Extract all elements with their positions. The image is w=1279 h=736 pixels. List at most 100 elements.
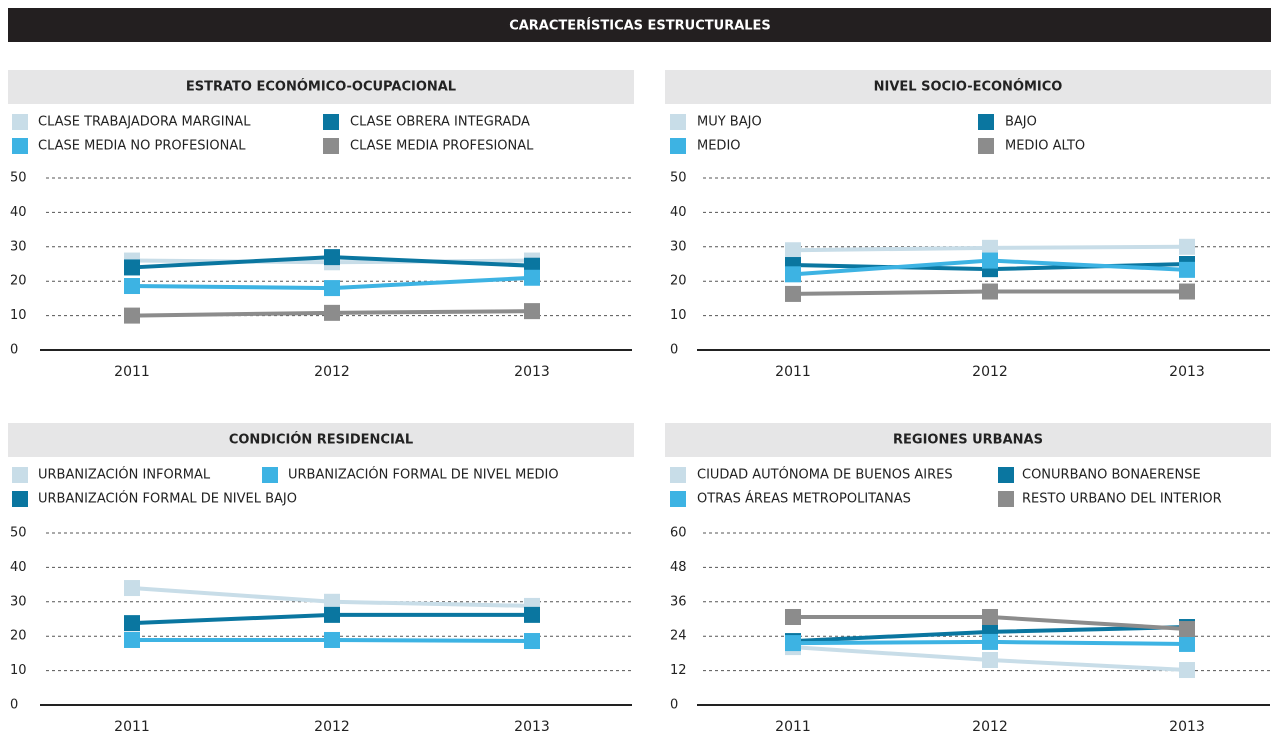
point-marker	[982, 283, 998, 300]
x-tick-label: 2013	[1169, 364, 1205, 380]
y-tick-label: 0	[670, 698, 678, 713]
y-tick-label: 48	[670, 560, 687, 575]
legend-label: MEDIO	[697, 139, 741, 154]
y-tick-label: 0	[670, 343, 678, 358]
y-tick-label: 0	[10, 698, 18, 713]
y-tick-label: 50	[10, 526, 27, 541]
legend-label: CLASE MEDIA PROFESIONAL	[350, 139, 534, 154]
y-tick-label: 10	[10, 663, 27, 678]
point-marker	[124, 580, 140, 597]
legend-label: URBANIZACIÓN FORMAL DE NIVEL BAJO	[38, 491, 297, 507]
x-tick-label: 2012	[314, 719, 350, 735]
y-tick-label: 40	[10, 205, 27, 220]
y-tick-label: 36	[670, 594, 687, 609]
y-tick-label: 20	[10, 274, 27, 289]
x-tick-label: 2013	[514, 364, 550, 380]
panel-header	[8, 70, 634, 104]
legend-swatch	[998, 491, 1014, 507]
panel-header	[8, 423, 634, 457]
y-tick-label: 20	[10, 629, 27, 644]
legend-label: CIUDAD AUTÓNOMA DE BUENOS AIRES	[697, 467, 953, 483]
point-marker	[1179, 662, 1195, 679]
y-tick-label: 10	[10, 308, 27, 323]
point-marker	[524, 303, 540, 320]
point-marker	[124, 307, 140, 324]
panel-title: CONDICIÓN RESIDENCIAL	[229, 432, 413, 448]
x-tick-label: 2012	[314, 364, 350, 380]
point-marker	[124, 259, 140, 276]
y-tick-label: 12	[670, 663, 687, 678]
legend-label: CLASE OBRERA INTEGRADA	[350, 115, 530, 130]
point-marker	[785, 242, 801, 259]
point-marker	[1179, 238, 1195, 255]
x-tick-label: 2011	[114, 364, 150, 380]
legend-swatch	[670, 491, 686, 507]
legend-label: CONURBANO BONAERENSE	[1022, 468, 1201, 483]
legend-label: BAJO	[1005, 115, 1037, 130]
legend-label: RESTO URBANO DEL INTERIOR	[1022, 492, 1222, 507]
y-tick-label: 40	[670, 205, 687, 220]
point-marker	[324, 304, 340, 321]
panel-title: REGIONES URBANAS	[893, 433, 1043, 448]
y-tick-label: 20	[670, 274, 687, 289]
y-tick-label: 50	[10, 171, 27, 186]
panel-title: NIVEL SOCIO-ECONÓMICO	[874, 79, 1063, 95]
point-marker	[1179, 261, 1195, 278]
legend-label: CLASE MEDIA NO PROFESIONAL	[38, 139, 246, 154]
point-marker	[785, 266, 801, 283]
y-tick-label: 50	[670, 171, 687, 186]
legend-swatch	[978, 138, 994, 154]
figure-title: CARACTERÍSTICAS ESTRUCTURALES	[509, 18, 771, 34]
legend-swatch	[998, 467, 1014, 483]
point-marker	[785, 635, 801, 652]
point-marker	[324, 280, 340, 297]
point-marker	[982, 608, 998, 625]
point-marker	[324, 593, 340, 610]
point-marker	[524, 633, 540, 650]
y-tick-label: 30	[670, 239, 687, 254]
x-tick-label: 2011	[114, 719, 150, 735]
y-tick-label: 40	[10, 560, 27, 575]
point-marker	[982, 633, 998, 650]
legend-label: MUY BAJO	[697, 115, 762, 130]
point-marker	[785, 608, 801, 625]
panel-header	[665, 70, 1271, 104]
legend-swatch	[323, 138, 339, 154]
panel-header	[665, 423, 1271, 457]
legend-swatch	[670, 467, 686, 483]
y-tick-label: 30	[10, 239, 27, 254]
point-marker	[1179, 283, 1195, 300]
legend-swatch	[670, 138, 686, 154]
legend-label: CLASE TRABAJADORA MARGINAL	[38, 115, 251, 130]
point-marker	[124, 615, 140, 632]
point-marker	[324, 631, 340, 648]
y-tick-label: 0	[10, 343, 18, 358]
point-marker	[1179, 635, 1195, 652]
point-marker	[982, 651, 998, 668]
legend-swatch	[12, 467, 28, 483]
title-bar	[8, 8, 1271, 42]
legend-label: URBANIZACIÓN FORMAL DE NIVEL MEDIO	[288, 467, 559, 483]
point-marker	[524, 257, 540, 274]
legend-label: MEDIO ALTO	[1005, 139, 1085, 154]
point-marker	[324, 606, 340, 623]
point-marker	[124, 278, 140, 295]
point-marker	[1179, 621, 1195, 638]
legend-swatch	[323, 114, 339, 130]
x-tick-label: 2012	[972, 364, 1008, 380]
legend-swatch	[12, 114, 28, 130]
x-tick-label: 2011	[775, 719, 811, 735]
point-marker	[524, 606, 540, 623]
point-marker	[124, 631, 140, 648]
legend-swatch	[670, 114, 686, 130]
y-tick-label: 60	[670, 526, 687, 541]
point-marker	[524, 269, 540, 286]
x-tick-label: 2011	[775, 364, 811, 380]
legend-swatch	[978, 114, 994, 130]
x-tick-label: 2012	[972, 719, 1008, 735]
point-marker	[785, 285, 801, 302]
legend-swatch	[12, 138, 28, 154]
point-marker	[982, 252, 998, 269]
point-marker	[982, 239, 998, 256]
